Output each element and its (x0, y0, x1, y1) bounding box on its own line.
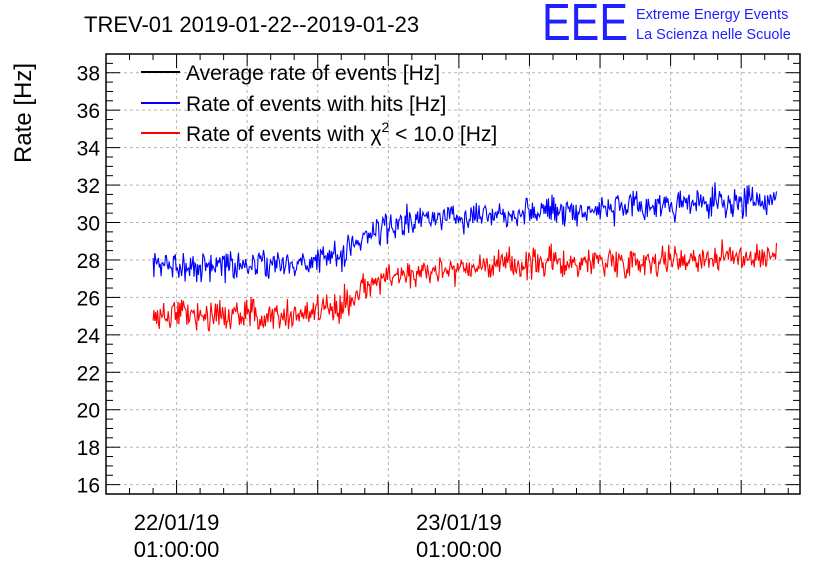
y-tick-label: 32 (77, 175, 100, 198)
legend-chi2-sup: 2 (381, 119, 389, 135)
series-line-chi2 (152, 239, 778, 333)
y-tick-label: 24 (77, 325, 101, 348)
y-tick-labels: 16 18 20 22 24 26 28 30 32 34 36 38 (77, 63, 101, 498)
series-layer (152, 182, 778, 333)
y-tick-label: 30 (77, 213, 100, 236)
y-tick-label: 28 (77, 250, 100, 273)
legend-label-chi2: Rate of events with χ2 < 10.0 [Hz] (186, 119, 497, 146)
legend-chi2-symbol: χ (370, 123, 381, 146)
grid-lines (105, 54, 800, 494)
y-tick-label: 20 (77, 400, 100, 423)
x-tick-date: 23/01/19 (416, 510, 502, 535)
legend: Average rate of events [Hz] Rate of even… (141, 62, 497, 146)
legend-label-average: Average rate of events [Hz] (186, 62, 440, 85)
x-tick-time: 01:00:00 (134, 537, 220, 562)
x-tick-time: 01:00:00 (416, 537, 502, 562)
logo-text: EEE (542, 0, 628, 52)
y-axis-label: Rate [Hz] (10, 63, 37, 163)
y-tick-label: 34 (77, 138, 101, 161)
plot-frame (105, 53, 801, 495)
legend-label-hits: Rate of events with hits [Hz] (186, 93, 446, 116)
eee-logo: EEE Extreme Energy Events La Scienza nel… (542, 0, 791, 52)
y-tick-label: 26 (77, 287, 100, 310)
y-tick-label: 18 (77, 437, 100, 460)
chart-title: TREV-01 2019-01-22--2019-01-23 (84, 12, 419, 37)
legend-chi2-suffix: < 10.0 [Hz] (389, 123, 497, 146)
legend-chi2-prefix: Rate of events with (186, 123, 370, 146)
logo-line1: Extreme Energy Events (636, 7, 788, 23)
y-tick-label: 22 (77, 362, 100, 385)
y-tick-label: 16 (77, 475, 100, 498)
y-tick-label: 36 (77, 100, 100, 123)
x-tick-date: 22/01/19 (134, 510, 220, 535)
logo-line2: La Scienza nelle Scuole (636, 27, 791, 43)
y-tick-label: 38 (77, 63, 100, 86)
axis-ticks (105, 53, 800, 495)
series-line-hits (152, 182, 778, 284)
